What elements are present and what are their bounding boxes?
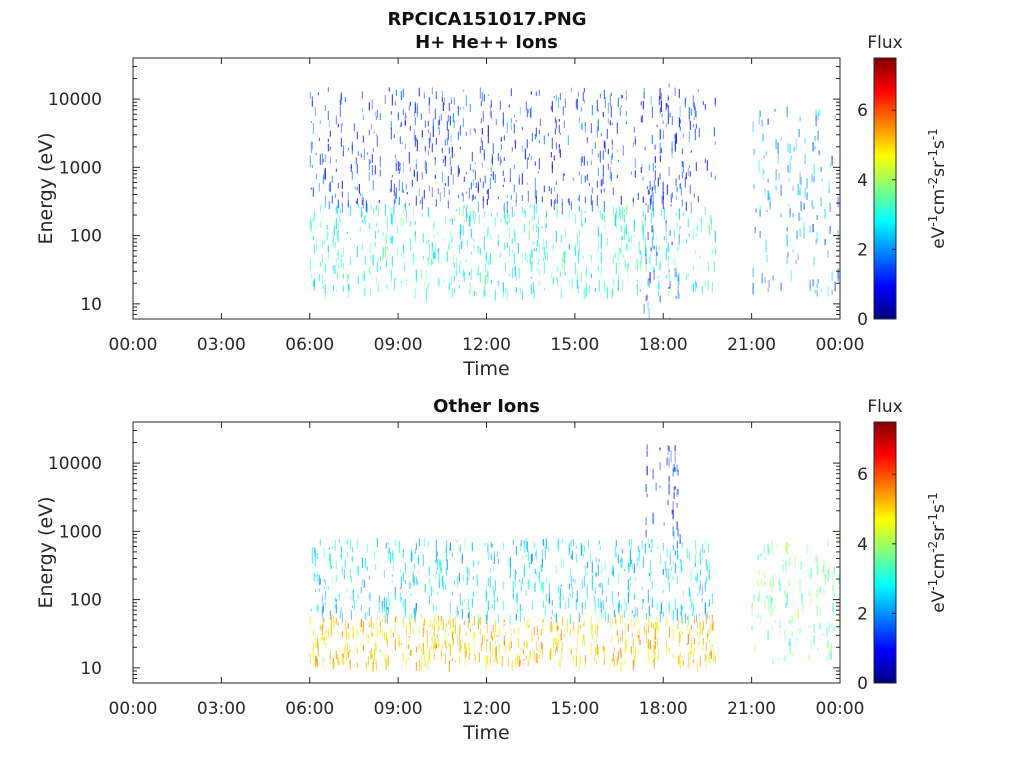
x-tick-label: 18:00 xyxy=(639,699,688,719)
x-tick-label: 15:00 xyxy=(550,335,599,355)
colorbar-tick-label: 6 xyxy=(857,465,868,485)
colorbar xyxy=(873,57,897,320)
x-tick-label: 00:00 xyxy=(816,699,865,719)
x-tick-label: 21:00 xyxy=(727,335,776,355)
x-tick-label: 12:00 xyxy=(462,699,511,719)
x-tick-label: 09:00 xyxy=(374,699,423,719)
colorbar-title: Flux xyxy=(867,33,902,53)
x-tick-label: 00:00 xyxy=(816,335,865,355)
x-tick-label: 12:00 xyxy=(462,335,511,355)
x-axis-label: Time xyxy=(462,358,510,380)
colorbar-tick-label: 0 xyxy=(857,310,868,330)
x-tick-label: 06:00 xyxy=(285,335,334,355)
panel-2: Other Ions 10 100 1000 10000 00:00 03:00 06:00 0… xyxy=(35,396,949,744)
y-tick-label: 10 xyxy=(80,295,102,315)
y-tick-label: 1000 xyxy=(59,522,102,542)
x-tick-label: 03:00 xyxy=(197,335,246,355)
panel-1: H+ He++ Ions 10 100 1000 10000 00:00 03:00 06:0… xyxy=(35,32,949,380)
figure-title: RPCICA151017.PNG xyxy=(387,9,586,30)
colorbar-label: eV-1cm-2sr-1s-1 xyxy=(926,128,949,249)
x-tick-label: 06:00 xyxy=(285,699,334,719)
colorbar-tick-label: 2 xyxy=(857,604,868,624)
x-tick-label: 03:00 xyxy=(197,699,246,719)
x-axis-label: Time xyxy=(462,722,510,744)
panel-title: Other Ions xyxy=(433,396,540,417)
spectrogram xyxy=(309,83,839,319)
colorbar-title: Flux xyxy=(867,397,902,417)
y-tick-label: 10000 xyxy=(48,90,102,110)
x-tick-label: 00:00 xyxy=(109,335,158,355)
x-tick-label: 21:00 xyxy=(727,699,776,719)
y-tick-label: 1000 xyxy=(59,158,102,178)
colorbar-tick-label: 2 xyxy=(857,240,868,260)
colorbar-tick-label: 0 xyxy=(857,674,868,694)
colorbar xyxy=(873,421,897,684)
x-tick-label: 09:00 xyxy=(374,335,423,355)
panel-title: H+ He++ Ions xyxy=(415,32,558,53)
y-tick-label: 10000 xyxy=(48,454,102,474)
colorbar-tick-label: 6 xyxy=(857,101,868,121)
x-tick-label: 18:00 xyxy=(639,335,688,355)
x-tick-label: 15:00 xyxy=(550,699,599,719)
y-tick-label: 100 xyxy=(70,591,102,611)
y-axis-label: Energy (eV) xyxy=(35,496,57,608)
colorbar-tick-label: 4 xyxy=(857,535,868,555)
y-tick-label: 10 xyxy=(80,659,102,679)
colorbar-tick-label: 4 xyxy=(857,171,868,191)
axes-frame xyxy=(132,57,841,320)
x-tick-label: 00:00 xyxy=(109,699,158,719)
y-tick-label: 100 xyxy=(70,227,102,247)
spectrogram xyxy=(309,444,840,673)
colorbar-label: eV-1cm-2sr-1s-1 xyxy=(926,492,949,613)
y-axis-label: Energy (eV) xyxy=(35,132,57,244)
